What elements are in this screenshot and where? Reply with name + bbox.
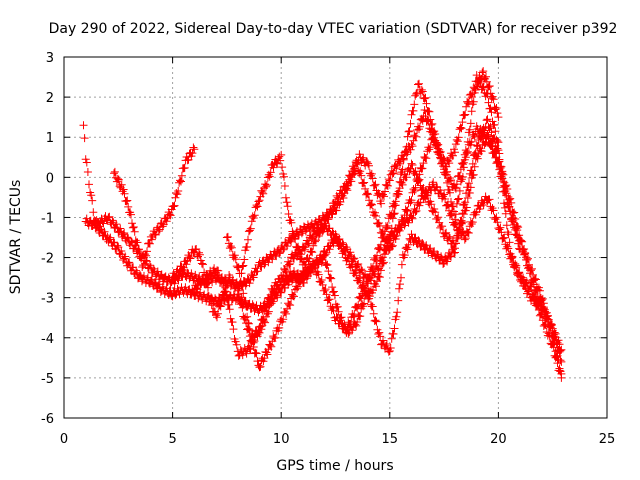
y-tick-label: -3 [41, 292, 54, 307]
y-tick-label: 0 [46, 171, 54, 186]
series-7-markers [233, 67, 503, 302]
x-axis-label: GPS time / hours [276, 458, 393, 474]
chart-title: Day 290 of 2022, Sidereal Day-to-day VTE… [49, 21, 618, 37]
y-tick-label: -1 [41, 211, 54, 226]
series-3-markers [110, 143, 199, 271]
series-6 [222, 130, 525, 372]
plot-frame [63, 56, 608, 419]
series-7 [233, 67, 503, 302]
x-tick-label: 15 [382, 432, 399, 447]
y-tick-label: -4 [41, 332, 54, 347]
series-6-markers [222, 130, 525, 372]
y-tick-label: -2 [41, 252, 54, 267]
x-tick-label: 5 [168, 432, 176, 447]
plot-area [79, 67, 566, 382]
y-tick-label: 2 [46, 91, 54, 106]
x-tick-label: 20 [490, 432, 507, 447]
y-tick-label: -6 [41, 412, 54, 427]
ticks: 0 5 10 15 20 25 -6 -5 -4 -3 -2 -1 0 1 2 3 [41, 51, 615, 447]
x-tick-label: 10 [273, 432, 290, 447]
y-tick-label: -5 [41, 372, 54, 387]
y-tick-label: 3 [46, 51, 54, 66]
y-axis-label: SDTVAR / TECUs [8, 180, 24, 295]
series-3 [110, 143, 199, 271]
x-tick-label: 25 [599, 432, 616, 447]
y-tick-label: 1 [46, 131, 54, 146]
x-tick-label: 0 [60, 432, 68, 447]
